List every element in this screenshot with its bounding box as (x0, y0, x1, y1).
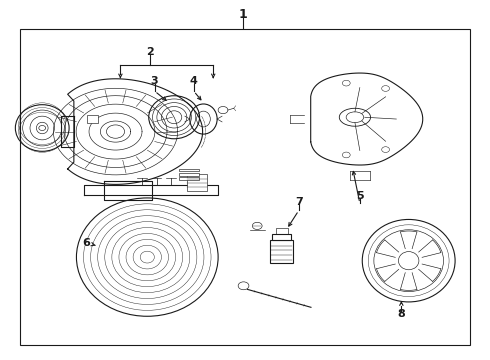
Text: 3: 3 (151, 76, 158, 86)
Polygon shape (83, 185, 218, 195)
Text: 5: 5 (356, 191, 364, 201)
Polygon shape (103, 180, 152, 200)
Text: 2: 2 (146, 47, 153, 57)
Bar (20, 30, 470, 345)
Polygon shape (61, 116, 74, 147)
Bar (272, 234, 291, 240)
Bar (270, 240, 294, 264)
Text: 6: 6 (82, 238, 90, 248)
Bar (187, 174, 207, 192)
Bar (179, 177, 198, 180)
Text: 7: 7 (295, 197, 303, 207)
Polygon shape (311, 73, 423, 165)
Text: 8: 8 (397, 310, 405, 319)
Polygon shape (68, 79, 202, 184)
Bar (179, 173, 198, 176)
Text: 1: 1 (238, 8, 247, 21)
Bar (179, 168, 198, 171)
Text: 4: 4 (190, 76, 197, 86)
Bar (87, 116, 98, 123)
